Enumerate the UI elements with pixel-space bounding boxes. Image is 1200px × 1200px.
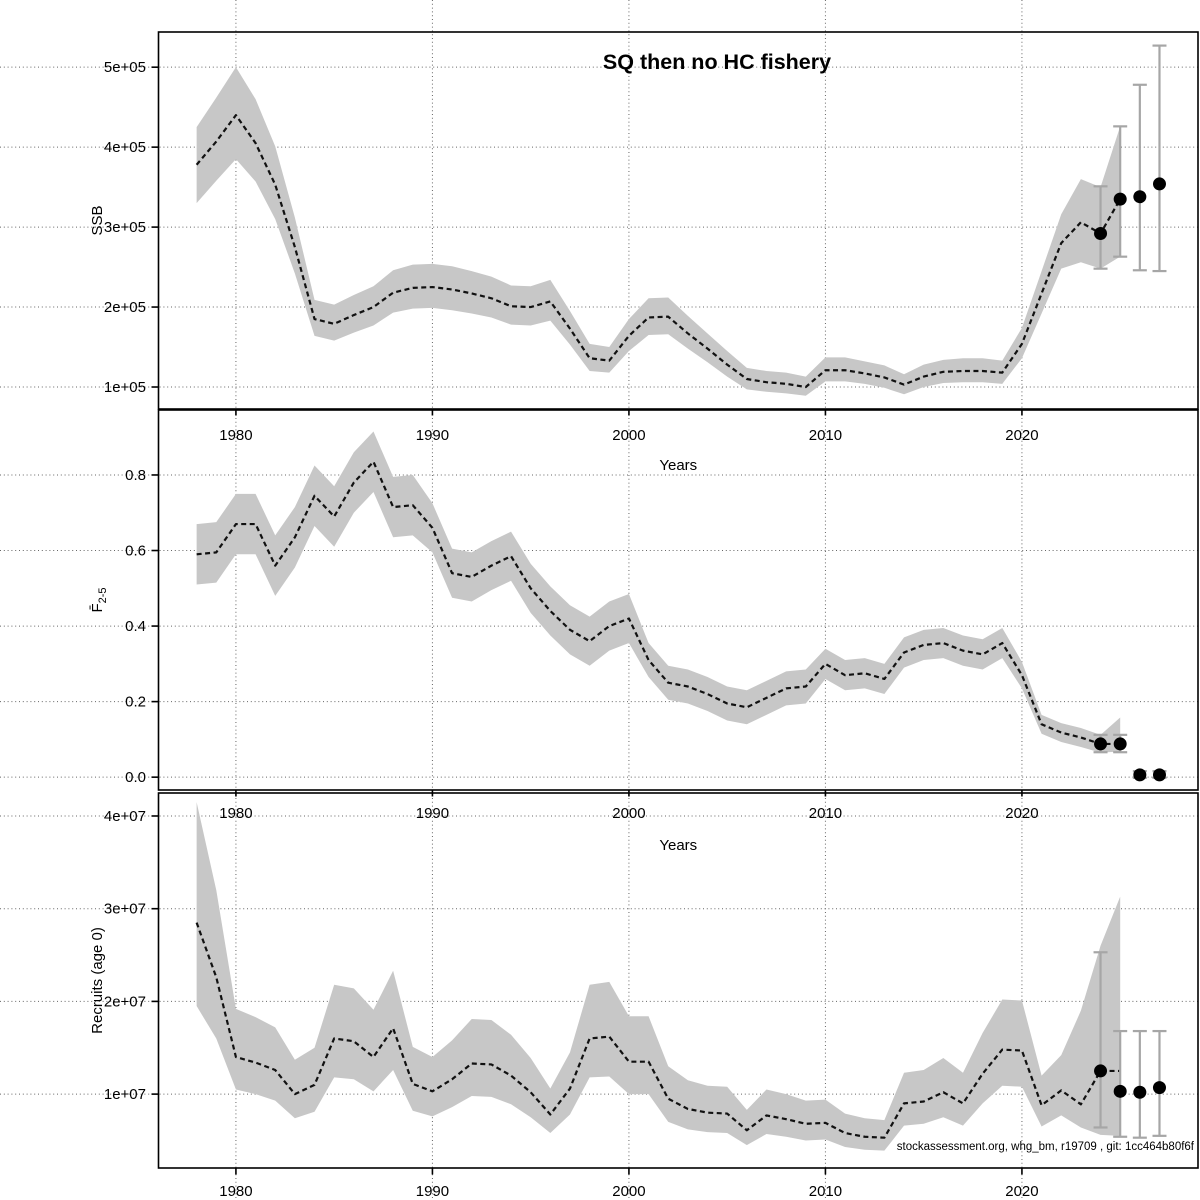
ssb-mean-line bbox=[195, 114, 1122, 389]
y-tick-label: 3e+07 bbox=[104, 901, 146, 918]
forecast-point bbox=[1133, 768, 1147, 782]
x-tick-label: 1980 bbox=[219, 1183, 252, 1200]
y-tick-label: 1e+07 bbox=[104, 1086, 146, 1103]
y-axis: 0.8 0.6 0.4 0.2 0.0 bbox=[125, 467, 159, 786]
x-tick-label: 2000 bbox=[612, 427, 645, 444]
panel-border bbox=[157, 792, 1199, 1169]
figure-title: SQ then no HC fishery bbox=[602, 50, 832, 74]
y-tick-label: 0.0 bbox=[125, 769, 146, 786]
forecast-point bbox=[1133, 190, 1147, 204]
x-tick-label: 2000 bbox=[612, 1183, 645, 1200]
y-tick-label: 0.6 bbox=[125, 543, 146, 560]
x-tick-label: 1990 bbox=[416, 805, 449, 822]
forecast-point bbox=[1152, 768, 1166, 782]
x-tick-label: 1990 bbox=[416, 1183, 449, 1200]
forecast-point bbox=[1094, 737, 1108, 751]
forecast-point bbox=[1113, 737, 1127, 751]
panel-ssb: 5e+05 4e+05 3e+05 2e+05 1e+05 SSB 1980 1990 2000… bbox=[89, 31, 1199, 474]
forecast-point bbox=[1152, 1081, 1166, 1095]
x-tick-label: 2020 bbox=[1005, 427, 1038, 444]
x-tick-label: 2010 bbox=[809, 427, 842, 444]
panel-border bbox=[157, 409, 1199, 791]
panel-fbar: 0.8 0.6 0.4 0.2 0.0 F̄2-5 1980 1990 2000 2010 2020… bbox=[89, 409, 1199, 854]
x-tick-label: 2020 bbox=[1005, 1183, 1038, 1200]
x-tick-label: 1980 bbox=[219, 427, 252, 444]
x-tick-label: 1980 bbox=[219, 805, 252, 822]
y-tick-label: 5e+05 bbox=[104, 59, 146, 76]
footer-credit: stockassessment.org, whg_bm, r19709 , gi… bbox=[896, 1141, 1194, 1153]
y-axis-title: Recruits (age 0) bbox=[89, 927, 106, 1034]
y-tick-label: 0.2 bbox=[125, 694, 146, 711]
y-tick-label: 1e+05 bbox=[104, 379, 146, 396]
forecast-point bbox=[1113, 1084, 1127, 1098]
panel-border bbox=[157, 31, 1199, 410]
x-axis: 1980 1990 2000 2010 2020 Years bbox=[219, 790, 1039, 854]
ssb-forecast-points bbox=[1094, 177, 1166, 240]
recruits-uncertainty-band bbox=[196, 802, 1121, 1151]
y-tick-label: 3e+05 bbox=[104, 219, 146, 236]
recruits-mean-line bbox=[195, 922, 1121, 1139]
y-tick-label: 2e+07 bbox=[104, 993, 146, 1010]
x-axis: 1980 1990 2000 2010 2020 bbox=[219, 1168, 1039, 1200]
ssb-uncertainty-band bbox=[196, 67, 1121, 396]
y-tick-label: 4e+05 bbox=[104, 139, 146, 156]
recruits-forecast-points bbox=[1094, 1064, 1166, 1099]
y-axis: 4e+07 3e+07 2e+07 1e+07 bbox=[104, 808, 159, 1103]
x-axis-title: Years bbox=[659, 457, 697, 474]
y-tick-label: 4e+07 bbox=[104, 808, 146, 825]
x-axis: 1980 1990 2000 2010 2020 Years bbox=[219, 409, 1039, 474]
recruits-error-bars bbox=[1093, 951, 1167, 1139]
forecast-point bbox=[1152, 177, 1166, 191]
y-tick-label: 0.8 bbox=[125, 467, 146, 484]
forecast-point bbox=[1133, 1085, 1147, 1099]
x-axis-title: Years bbox=[659, 837, 697, 854]
ssb-error-bars bbox=[1093, 44, 1167, 273]
x-tick-label: 2010 bbox=[809, 1183, 842, 1200]
forecast-point bbox=[1094, 1064, 1108, 1078]
y-tick-label: 0.4 bbox=[125, 618, 146, 635]
x-tick-label: 2000 bbox=[612, 805, 645, 822]
y-axis-title: F̄2-5 bbox=[89, 587, 109, 612]
x-tick-label: 2020 bbox=[1005, 805, 1038, 822]
fbar-uncertainty-band bbox=[196, 431, 1121, 753]
fbar-mean-line bbox=[196, 460, 1121, 746]
y-axis: 5e+05 4e+05 3e+05 2e+05 1e+05 bbox=[104, 59, 159, 396]
fbar-forecast-points bbox=[1094, 737, 1166, 782]
panel-recruits: 4e+07 3e+07 2e+07 1e+07 Recruits (age 0) 1980… bbox=[89, 792, 1199, 1200]
forecast-point bbox=[1094, 226, 1108, 240]
y-tick-label: 2e+05 bbox=[104, 299, 146, 316]
x-tick-label: 1990 bbox=[416, 427, 449, 444]
y-axis-title: SSB bbox=[89, 205, 106, 235]
forecast-point bbox=[1113, 192, 1127, 206]
x-tick-label: 2010 bbox=[809, 805, 842, 822]
